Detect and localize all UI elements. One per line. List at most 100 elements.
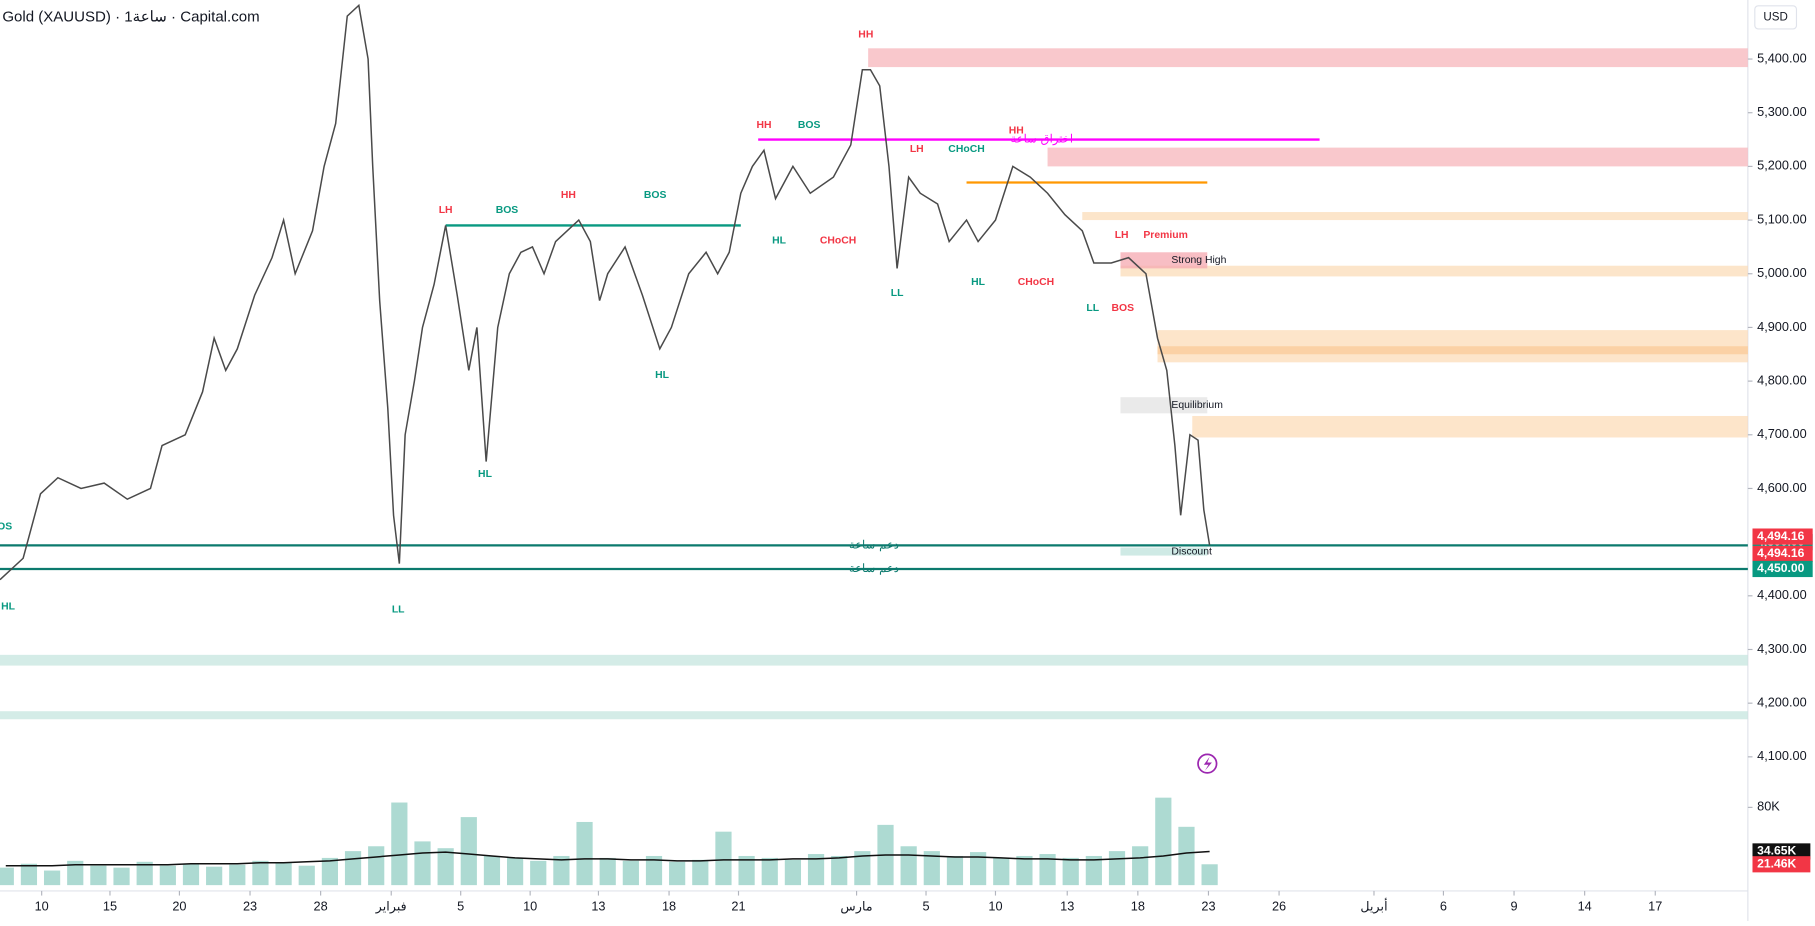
structure-label: HH bbox=[756, 120, 771, 131]
zone bbox=[868, 48, 1748, 68]
volume-bar bbox=[136, 861, 153, 886]
volume-bar bbox=[1178, 826, 1195, 886]
zone bbox=[0, 654, 1748, 666]
zone-label: Strong High bbox=[1171, 255, 1226, 266]
volume-bar bbox=[90, 865, 107, 886]
y2-tick-label: 80K bbox=[1757, 799, 1780, 814]
x-tick-label: 10 bbox=[35, 898, 49, 913]
x-tick-label: 13 bbox=[1060, 898, 1074, 913]
volume-bar bbox=[831, 855, 848, 886]
zone bbox=[1047, 147, 1748, 167]
volume-bar bbox=[159, 865, 176, 886]
chart-title: Gold (XAUUSD) · 1ساعة · Capital.com bbox=[2, 8, 259, 25]
volume-bar bbox=[506, 857, 524, 886]
x-tick-label: فبراير bbox=[375, 898, 407, 914]
price-tag-label: 4,450.00 bbox=[1757, 561, 1805, 575]
volume-bar bbox=[576, 821, 593, 886]
volume-bar bbox=[298, 865, 315, 886]
zone bbox=[1157, 346, 1748, 355]
volume-bar bbox=[252, 860, 269, 886]
y-tick-label: 4,400.00 bbox=[1757, 587, 1807, 602]
currency-button[interactable] bbox=[1754, 5, 1798, 30]
volume-tag bbox=[1752, 856, 1811, 873]
volume-bar bbox=[761, 857, 778, 886]
y-tick-label: 4,100.00 bbox=[1757, 748, 1807, 763]
structure-label: LH bbox=[910, 144, 924, 155]
y-tick-label: 5,100.00 bbox=[1757, 211, 1807, 226]
volume-tag bbox=[1752, 843, 1811, 860]
x-tick-label: 10 bbox=[988, 898, 1002, 913]
volume-tag-label: 21.46K bbox=[1757, 856, 1796, 870]
level-label: دعم-ساعة bbox=[849, 562, 899, 575]
structure-label: Premium bbox=[1143, 230, 1188, 241]
x-tick-label: مارس bbox=[840, 898, 872, 914]
structure-label: BOS bbox=[1112, 303, 1135, 314]
volume-bar bbox=[900, 846, 917, 886]
volume-bar bbox=[715, 831, 732, 886]
x-tick-label: 17 bbox=[1648, 898, 1662, 913]
volume-bar bbox=[599, 857, 616, 886]
structure-label: LL bbox=[891, 288, 904, 299]
volume-bar bbox=[182, 863, 200, 886]
x-tick-label: 10 bbox=[523, 898, 537, 913]
volume-bar bbox=[0, 867, 14, 886]
price-tag-label: 4,494.16 bbox=[1757, 529, 1805, 543]
x-tick-label: 5 bbox=[922, 898, 929, 913]
structure-label: HH bbox=[1009, 126, 1024, 137]
zone bbox=[1120, 265, 1748, 277]
volume-bar bbox=[1108, 851, 1126, 886]
volume-bar bbox=[553, 855, 570, 886]
zone bbox=[1120, 547, 1208, 556]
zone bbox=[1120, 397, 1208, 414]
y-tick-label: 4,900.00 bbox=[1757, 319, 1807, 334]
structure-label: HL bbox=[478, 469, 493, 480]
volume-bar bbox=[1201, 864, 1218, 886]
level-label: دعم-ساعة bbox=[849, 538, 899, 551]
price-line bbox=[0, 3, 1211, 581]
x-tick-label: 18 bbox=[1131, 898, 1145, 913]
volume-bar bbox=[807, 854, 825, 886]
plot: Strong HighEquilibriumDiscount80K34.65K2… bbox=[0, 3, 1813, 914]
volume-bar bbox=[1062, 857, 1079, 886]
price-tag bbox=[1752, 545, 1813, 563]
volume-bar bbox=[1155, 797, 1172, 886]
x-tick-label: أبريل bbox=[1360, 897, 1387, 914]
x-tick-label: 28 bbox=[314, 898, 328, 913]
x-tick-label: 23 bbox=[1201, 898, 1215, 913]
x-tick-label: 13 bbox=[591, 898, 605, 913]
price-tag-label: 4,494.16 bbox=[1757, 546, 1805, 560]
volume-bar bbox=[669, 861, 686, 886]
volume-bar bbox=[414, 841, 431, 886]
x-tick-label: 20 bbox=[172, 898, 186, 913]
zone bbox=[1082, 212, 1748, 221]
level-label: اختراق-ساعة bbox=[1010, 133, 1073, 146]
zone bbox=[0, 711, 1748, 720]
volume-bar bbox=[113, 867, 130, 886]
y-tick-label: 5,300.00 bbox=[1757, 104, 1807, 119]
volume-bar bbox=[1016, 855, 1033, 886]
structure-label: HL bbox=[1, 601, 16, 612]
x-tick-label: 23 bbox=[243, 898, 257, 913]
volume-bar bbox=[321, 857, 338, 886]
x-tick-label: 6 bbox=[1440, 898, 1447, 913]
volume-bar bbox=[738, 855, 755, 886]
volume-bar bbox=[530, 860, 547, 886]
volume-bar bbox=[1039, 854, 1056, 886]
y-tick-label: 5,000.00 bbox=[1757, 265, 1807, 280]
currency[interactable]: USD bbox=[1763, 11, 1787, 23]
x-tick-label: 14 bbox=[1578, 898, 1592, 913]
volume-bar bbox=[20, 863, 38, 886]
volume-bar bbox=[923, 851, 940, 886]
volume-bar bbox=[854, 851, 871, 886]
zone bbox=[1192, 415, 1748, 438]
structure-label: CHoCH bbox=[820, 236, 856, 247]
volume-bar bbox=[275, 862, 292, 886]
structure-label: HL bbox=[971, 277, 986, 288]
y-tick-label: 4,700.00 bbox=[1757, 426, 1807, 441]
structure-label: CHoCH bbox=[948, 144, 984, 155]
x-tick-label: 15 bbox=[103, 898, 117, 913]
volume-bar bbox=[970, 852, 987, 886]
zone bbox=[1120, 252, 1208, 269]
volume-bar bbox=[1085, 855, 1102, 886]
